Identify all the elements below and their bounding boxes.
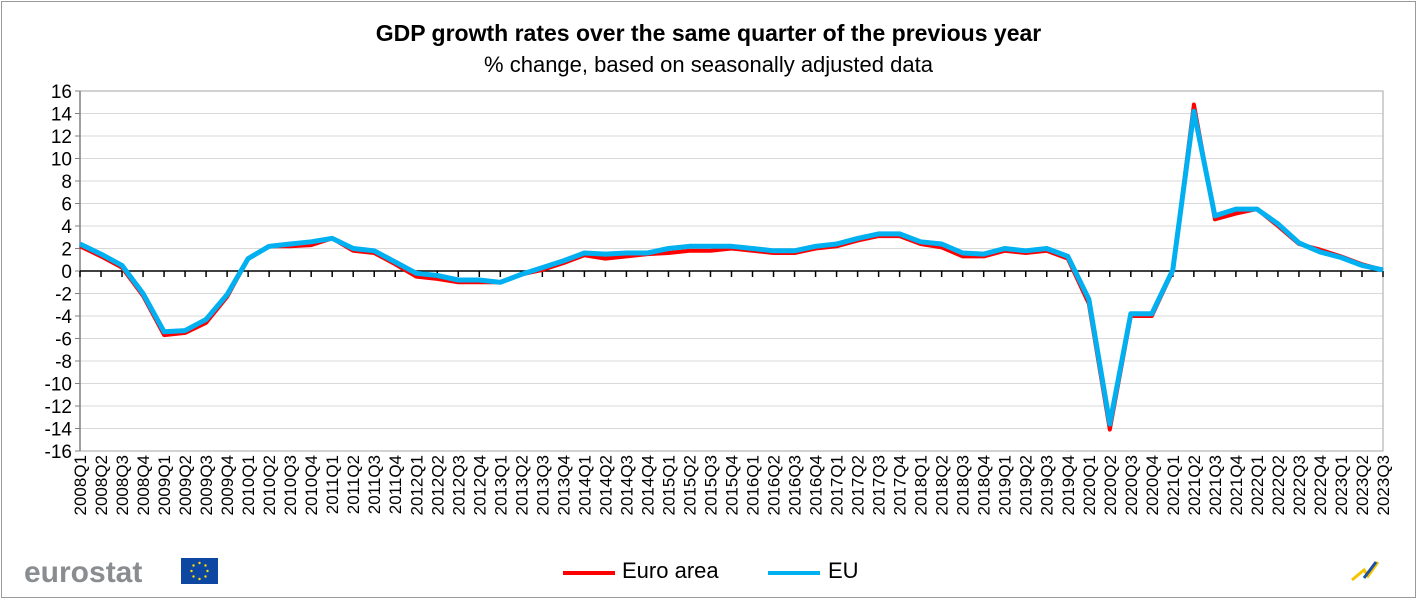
x-tick-label: 2015Q1: [659, 455, 678, 516]
x-tick-label: 2022Q3: [1290, 455, 1309, 516]
y-tick-label: 2: [61, 240, 72, 261]
x-tick-label: 2022Q1: [1248, 455, 1267, 516]
x-tick-label: 2008Q2: [92, 455, 111, 516]
x-tick-label: 2015Q3: [701, 455, 720, 516]
x-tick-label: 2011Q4: [386, 455, 405, 514]
x-tick-label: 2015Q4: [723, 455, 742, 516]
x-tick-label: 2020Q3: [1122, 455, 1141, 516]
x-tick-label: 2010Q2: [260, 455, 279, 516]
x-tick-label: 2009Q2: [176, 455, 195, 516]
x-tick-label: 2023Q3: [1374, 455, 1393, 516]
x-tick-label: 2021Q2: [1185, 455, 1204, 516]
x-tick-label: 2019Q4: [1059, 455, 1078, 516]
x-tick-label: 2015Q2: [680, 455, 699, 516]
x-tick-label: 2010Q1: [239, 455, 258, 516]
x-tick-label: 2018Q4: [975, 455, 994, 516]
x-tick-label: 2021Q1: [1164, 455, 1183, 516]
eurostat-logo: eurostat: [24, 556, 143, 589]
x-tick-label: 2016Q2: [765, 455, 784, 516]
y-tick-label: 14: [51, 105, 73, 126]
y-tick-label: -6: [55, 330, 72, 351]
y-tick-label: -16: [45, 442, 72, 463]
y-tick-label: 10: [51, 150, 72, 171]
y-tick-label: 0: [61, 262, 72, 283]
x-tick-label: 2016Q1: [744, 455, 763, 516]
publisher-mark-icon: [1351, 561, 1380, 582]
x-tick-label: 2017Q2: [849, 455, 868, 516]
x-tick-label: 2010Q3: [281, 455, 300, 516]
x-tick-label: 2020Q1: [1080, 455, 1099, 516]
y-tick-label: -12: [45, 397, 72, 418]
legend-swatch-euro-area: [563, 571, 615, 575]
x-tick-label: 2017Q3: [870, 455, 889, 516]
x-tick-label: 2014Q1: [575, 455, 594, 516]
legend-swatch-eu: [768, 571, 820, 575]
eu-flag-icon: [181, 558, 218, 584]
legend-label-euro-area: Euro area: [622, 558, 719, 583]
x-tick-label: 2012Q2: [428, 455, 447, 516]
x-tick-label: 2012Q4: [470, 455, 489, 516]
x-tick-label: 2018Q2: [933, 455, 952, 516]
x-tick-label: 2017Q1: [828, 455, 847, 516]
x-tick-label: 2019Q3: [1038, 455, 1057, 516]
y-tick-label: -2: [55, 285, 72, 306]
x-tick-label: 2011Q3: [365, 455, 384, 514]
x-tick-label: 2014Q2: [596, 455, 615, 516]
x-tick-label: 2023Q1: [1332, 455, 1351, 516]
y-tick-label: -14: [45, 420, 73, 441]
x-tick-label: 2013Q2: [512, 455, 531, 516]
x-tick-label: 2014Q3: [617, 455, 636, 516]
x-tick-label: 2013Q3: [533, 455, 552, 516]
x-tick-label: 2010Q4: [302, 455, 321, 516]
x-tick-label: 2019Q1: [996, 455, 1015, 516]
x-tick-label: 2020Q2: [1101, 455, 1120, 516]
x-tick-label: 2022Q2: [1269, 455, 1288, 516]
x-tick-label: 2013Q4: [554, 455, 573, 516]
x-tick-label: 2013Q1: [491, 455, 510, 516]
x-tick-label: 2014Q4: [638, 455, 657, 516]
x-tick-label: 2008Q1: [71, 455, 90, 516]
x-tick-label: 2008Q3: [113, 455, 132, 516]
x-tick-label: 2011Q2: [344, 455, 363, 514]
y-tick-label: 12: [51, 127, 72, 148]
x-tick-label: 2018Q3: [954, 455, 973, 516]
x-tick-label: 2018Q1: [912, 455, 931, 516]
x-tick-label: 2012Q1: [407, 455, 426, 516]
y-tick-label: -4: [55, 307, 72, 328]
x-tick-label: 2011Q1: [323, 455, 342, 514]
x-tick-label: 2016Q4: [807, 455, 826, 516]
x-tick-label: 2021Q3: [1206, 455, 1225, 516]
y-tick-label: 8: [61, 172, 72, 193]
x-tick-label: 2019Q2: [1017, 455, 1036, 516]
y-tick-label: 6: [61, 195, 72, 216]
x-tick-label: 2009Q1: [155, 455, 174, 516]
x-tick-label: 2020Q4: [1143, 455, 1162, 516]
x-tick-label: 2017Q4: [891, 455, 910, 516]
x-tick-label: 2022Q4: [1311, 455, 1330, 516]
legend-label-eu: EU: [828, 558, 859, 583]
y-tick-label: -8: [55, 352, 72, 373]
chart-title: GDP growth rates over the same quarter o…: [375, 20, 1042, 46]
y-tick-label: 16: [51, 82, 72, 103]
y-tick-label: -10: [45, 375, 72, 396]
y-tick-label: 4: [61, 217, 72, 238]
x-tick-label: 2008Q4: [134, 455, 153, 516]
x-tick-label: 2012Q3: [449, 455, 468, 516]
x-tick-label: 2023Q2: [1353, 455, 1372, 516]
chart-subtitle: % change, based on seasonally adjusted d…: [484, 52, 933, 77]
x-tick-label: 2016Q3: [786, 455, 805, 516]
x-tick-label: 2009Q3: [197, 455, 216, 516]
x-tick-label: 2009Q4: [218, 455, 237, 516]
x-tick-label: 2021Q4: [1227, 455, 1246, 516]
